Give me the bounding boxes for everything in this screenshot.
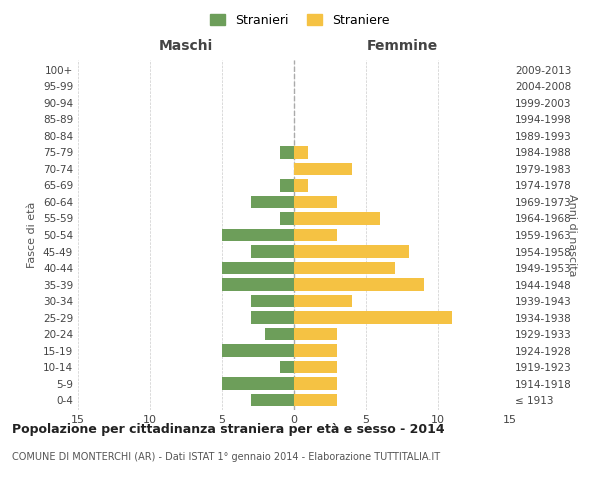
Bar	[294, 180, 308, 192]
Bar	[222, 262, 294, 274]
Text: Maschi: Maschi	[159, 38, 213, 52]
Y-axis label: Fasce di età: Fasce di età	[28, 202, 37, 268]
Bar	[294, 328, 337, 340]
Bar	[294, 278, 424, 290]
Bar	[251, 246, 294, 258]
Text: COMUNE DI MONTERCHI (AR) - Dati ISTAT 1° gennaio 2014 - Elaborazione TUTTITALIA.: COMUNE DI MONTERCHI (AR) - Dati ISTAT 1°…	[12, 452, 440, 462]
Bar	[222, 378, 294, 390]
Text: Popolazione per cittadinanza straniera per età e sesso - 2014: Popolazione per cittadinanza straniera p…	[12, 422, 445, 436]
Bar	[222, 344, 294, 357]
Bar	[294, 229, 337, 241]
Bar	[251, 394, 294, 406]
Bar	[265, 328, 294, 340]
Bar	[280, 180, 294, 192]
Bar	[222, 229, 294, 241]
Bar	[251, 295, 294, 307]
Bar	[294, 361, 337, 374]
Bar	[294, 394, 337, 406]
Text: Femmine: Femmine	[367, 38, 437, 52]
Y-axis label: Anni di nascita: Anni di nascita	[567, 194, 577, 276]
Bar	[294, 262, 395, 274]
Bar	[294, 344, 337, 357]
Bar	[280, 361, 294, 374]
Bar	[222, 278, 294, 290]
Bar	[251, 312, 294, 324]
Bar	[294, 196, 337, 208]
Bar	[280, 212, 294, 224]
Bar	[280, 146, 294, 158]
Bar	[251, 196, 294, 208]
Legend: Stranieri, Straniere: Stranieri, Straniere	[205, 8, 395, 32]
Bar	[294, 212, 380, 224]
Bar	[294, 246, 409, 258]
Bar	[294, 295, 352, 307]
Bar	[294, 146, 308, 158]
Bar	[294, 378, 337, 390]
Bar	[294, 312, 452, 324]
Bar	[294, 163, 352, 175]
